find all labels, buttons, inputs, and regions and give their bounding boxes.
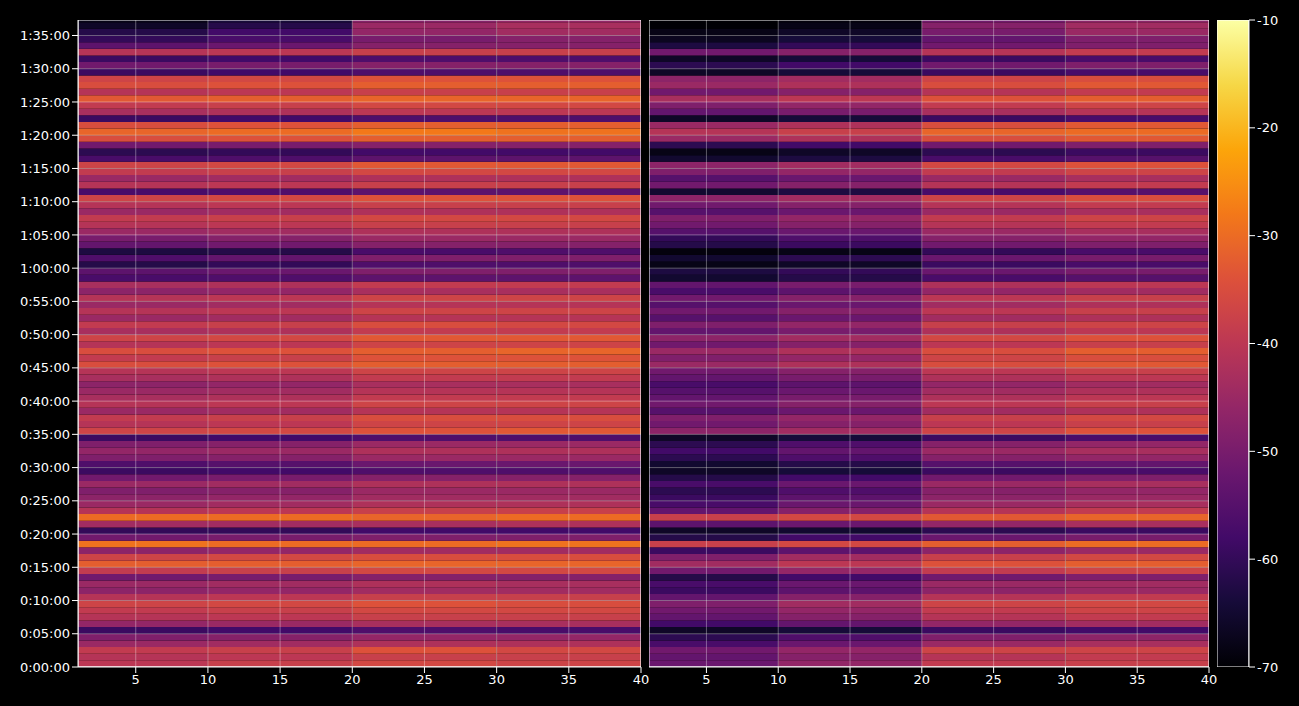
svg-text:1:35:00: 1:35:00 bbox=[20, 28, 70, 43]
svg-text:30: 30 bbox=[1057, 672, 1074, 687]
svg-text:15: 15 bbox=[842, 672, 859, 687]
svg-text:40: 40 bbox=[1201, 672, 1218, 687]
svg-text:1:25:00: 1:25:00 bbox=[20, 95, 70, 110]
svg-text:0:35:00: 0:35:00 bbox=[20, 427, 70, 442]
svg-text:0:50:00: 0:50:00 bbox=[20, 327, 70, 342]
svg-text:0:30:00: 0:30:00 bbox=[20, 460, 70, 475]
svg-text:35: 35 bbox=[1129, 672, 1146, 687]
svg-text:1:15:00: 1:15:00 bbox=[20, 161, 70, 176]
svg-text:-10: -10 bbox=[1257, 13, 1278, 28]
svg-text:25: 25 bbox=[985, 672, 1002, 687]
svg-text:30: 30 bbox=[488, 672, 505, 687]
svg-text:0:45:00: 0:45:00 bbox=[20, 360, 70, 375]
svg-text:10: 10 bbox=[770, 672, 787, 687]
svg-text:-50: -50 bbox=[1257, 444, 1278, 459]
svg-text:0:25:00: 0:25:00 bbox=[20, 493, 70, 508]
svg-text:1:20:00: 1:20:00 bbox=[20, 128, 70, 143]
svg-text:0:10:00: 0:10:00 bbox=[20, 593, 70, 608]
svg-text:-70: -70 bbox=[1257, 660, 1278, 675]
svg-text:25: 25 bbox=[416, 672, 433, 687]
svg-text:35: 35 bbox=[561, 672, 578, 687]
svg-text:5: 5 bbox=[132, 672, 140, 687]
svg-text:0:20:00: 0:20:00 bbox=[20, 527, 70, 542]
svg-text:40: 40 bbox=[633, 672, 650, 687]
svg-text:0:15:00: 0:15:00 bbox=[20, 560, 70, 575]
svg-text:1:05:00: 1:05:00 bbox=[20, 228, 70, 243]
svg-text:5: 5 bbox=[702, 672, 710, 687]
svg-text:1:30:00: 1:30:00 bbox=[20, 61, 70, 76]
svg-text:0:05:00: 0:05:00 bbox=[20, 626, 70, 641]
svg-text:15: 15 bbox=[272, 672, 289, 687]
svg-text:1:00:00: 1:00:00 bbox=[20, 261, 70, 276]
svg-text:0:40:00: 0:40:00 bbox=[20, 394, 70, 409]
svg-text:0:55:00: 0:55:00 bbox=[20, 294, 70, 309]
svg-text:0:00:00: 0:00:00 bbox=[20, 660, 70, 675]
svg-text:20: 20 bbox=[914, 672, 931, 687]
svg-text:-20: -20 bbox=[1257, 120, 1278, 135]
svg-text:20: 20 bbox=[344, 672, 361, 687]
svg-text:1:10:00: 1:10:00 bbox=[20, 194, 70, 209]
svg-text:-40: -40 bbox=[1257, 336, 1278, 351]
svg-text:-30: -30 bbox=[1257, 228, 1278, 243]
svg-text:-60: -60 bbox=[1257, 552, 1278, 567]
svg-text:10: 10 bbox=[200, 672, 217, 687]
